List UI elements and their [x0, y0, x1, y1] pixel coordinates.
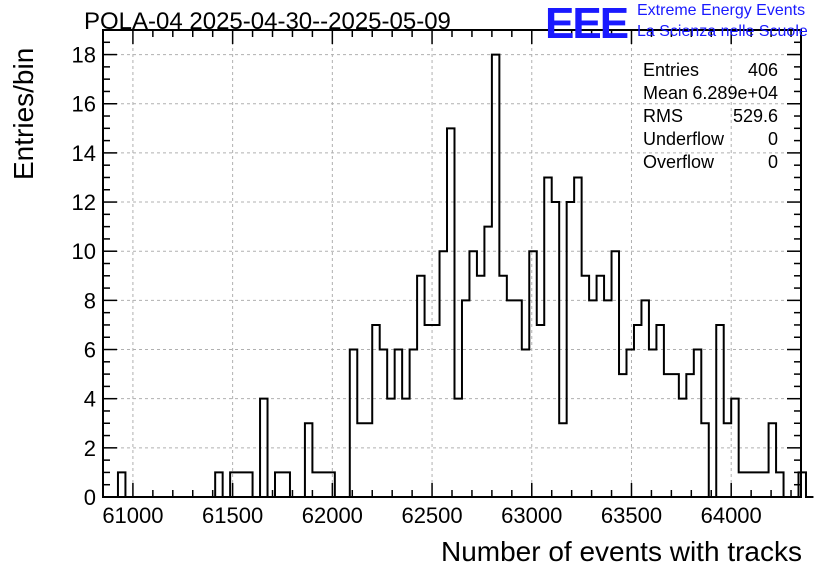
y-tick-label: 10: [72, 239, 96, 264]
x-tick-label: 61500: [202, 503, 263, 528]
y-tick-label: 14: [72, 141, 96, 166]
x-tick-label: 61000: [102, 503, 163, 528]
chart-title: POLA-04 2025-04-30--2025-05-09: [84, 8, 451, 35]
stat-value-overflow: 0: [767, 152, 778, 172]
stat-value-underflow: 0: [767, 129, 778, 149]
grid-lines: [103, 30, 801, 497]
y-axis-label: Entries/bin: [8, 47, 39, 180]
y-tick-label: 8: [84, 288, 96, 313]
eee-logo: EEE: [545, 0, 629, 48]
axis-ticks: [103, 29, 801, 498]
stat-label-underflow: Underflow: [643, 129, 725, 149]
y-tick-label: 4: [84, 387, 96, 412]
x-tick-label: 62000: [302, 503, 363, 528]
histogram-series: [103, 53, 814, 498]
y-tick-label: 2: [84, 436, 96, 461]
y-tick-label: 12: [72, 190, 96, 215]
tick-labels: 61000 61500 62000 62500 63000 63500 64000 0 2 4 6 8…: [72, 43, 762, 528]
x-axis-label: Number of events with tracks: [440, 536, 802, 567]
x-tick-label: 63500: [601, 503, 662, 528]
stat-label-rms: RMS: [643, 106, 683, 126]
y-axis-label-wrap: Entries/bin: [8, 40, 39, 180]
stat-label-mean: Mean: [643, 83, 689, 103]
stat-label-entries: Entries: [643, 60, 700, 80]
x-tick-label: 62500: [401, 503, 462, 528]
x-tick-label: 64000: [701, 503, 762, 528]
histogram-line: [103, 53, 814, 498]
stat-value-rms: 529.6: [732, 106, 778, 126]
stat-label-overflow: Overflow: [643, 152, 715, 172]
y-tick-label: 0: [84, 485, 96, 510]
x-tick-label: 63000: [501, 503, 562, 528]
logo-text-line2: La Scienza nelle Scuole: [637, 23, 808, 40]
y-tick-label: 16: [72, 92, 96, 117]
logo-text-line1: Extreme Energy Events: [637, 2, 806, 19]
y-tick-label: 18: [72, 43, 96, 68]
stat-value-mean: 6.289e+04: [692, 83, 778, 103]
y-tick-label: 6: [84, 338, 96, 363]
stat-value-entries: 406: [747, 60, 778, 80]
